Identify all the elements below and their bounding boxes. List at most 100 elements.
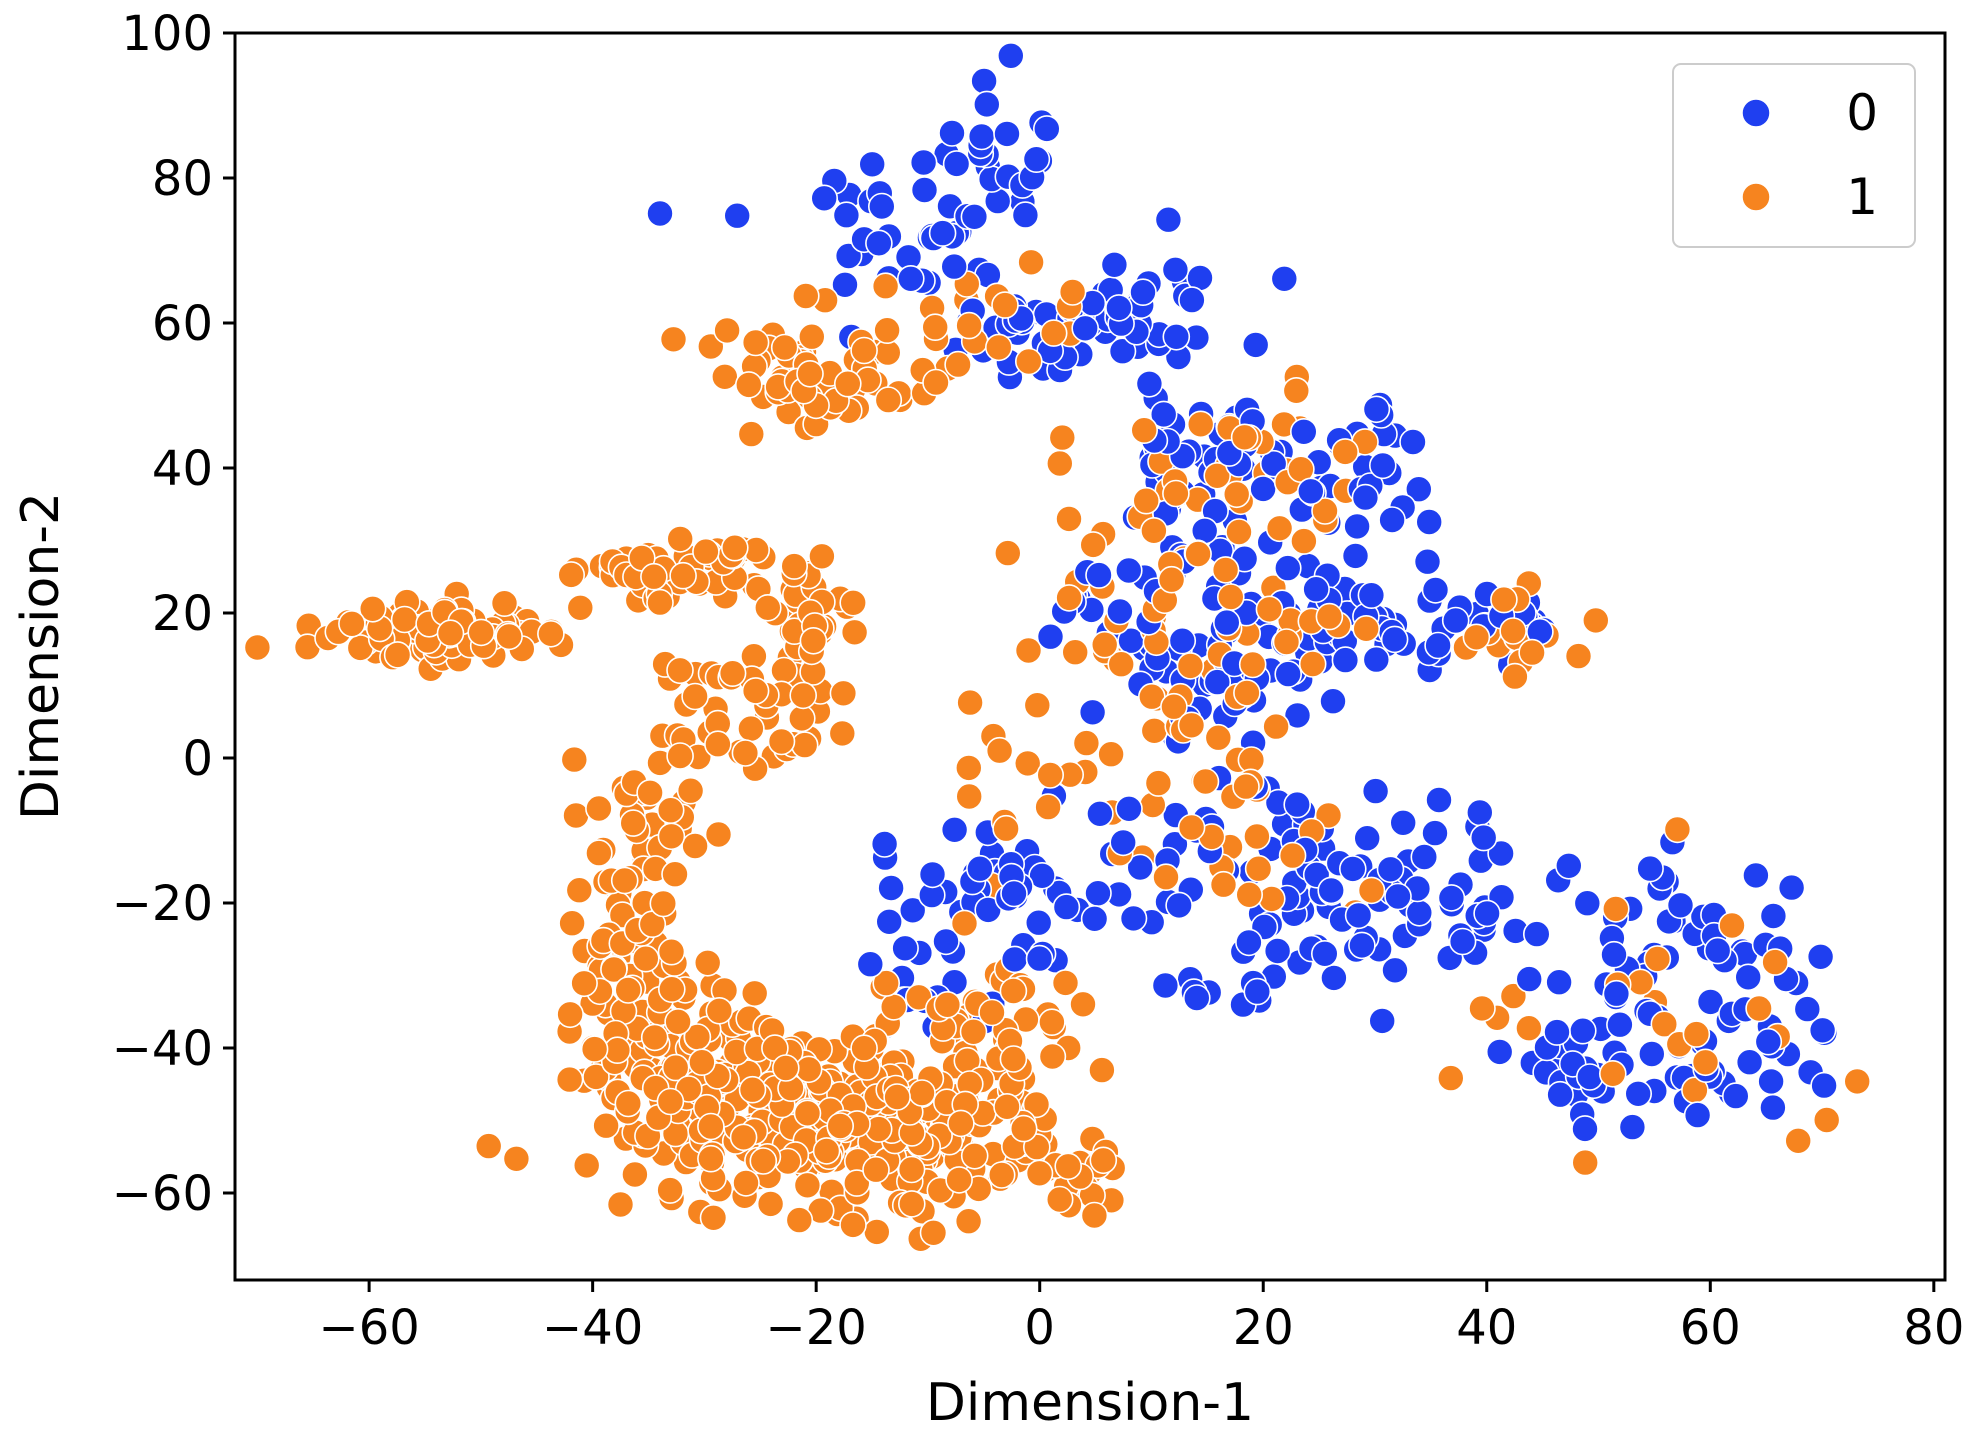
x-tick-label: 40: [1456, 1300, 1517, 1356]
scatter-point-series-1: [1162, 479, 1190, 508]
scatter-point-series-0: [1331, 646, 1360, 674]
scatter-point-series-1: [731, 739, 760, 767]
scatter-point-series-1: [1022, 1090, 1051, 1119]
scatter-point-series-0: [918, 860, 947, 889]
scatter-point-series-1: [1311, 497, 1339, 525]
scatter-point-series-1: [1186, 410, 1215, 439]
scatter-point-series-1: [640, 1023, 669, 1052]
scatter-point-series-0: [1555, 851, 1583, 880]
scatter-point-series-1: [740, 642, 768, 671]
scatter-point-series-0: [960, 203, 989, 231]
scatter-point-series-1: [960, 1142, 989, 1170]
scatter-point-series-0: [877, 874, 905, 902]
scatter-point-series-0: [1274, 554, 1302, 582]
scatter-point-series-0: [865, 229, 893, 258]
scatter-point-series-0: [1421, 576, 1450, 604]
scatter-point-series-0: [1793, 995, 1822, 1023]
scatter-point-series-0: [1487, 839, 1515, 868]
scatter-point-series-0: [1808, 1016, 1837, 1045]
scatter-point-series-0: [1757, 1067, 1785, 1096]
scatter-point-series-0: [1283, 790, 1311, 819]
scatter-point-series-1: [1255, 595, 1284, 624]
scatter-point-series-1: [585, 794, 613, 823]
scatter-point-series-0: [898, 896, 927, 925]
scatter-point-series-0: [896, 264, 925, 293]
scatter-point-series-0: [1249, 475, 1277, 503]
legend-frame: [1672, 63, 1916, 248]
scatter-point-series-0: [1344, 901, 1373, 930]
scatter-point-series-0: [1353, 824, 1381, 853]
scatter-point-series-0: [1571, 1115, 1599, 1143]
scatter-point-series-1: [954, 1207, 983, 1235]
scatter-point-series-1: [1038, 1008, 1066, 1037]
scatter-point-series-0: [1161, 255, 1190, 284]
scatter-point-series-1: [984, 333, 1013, 362]
scatter-point-series-1: [1272, 628, 1301, 656]
scatter-point-series-1: [390, 605, 419, 634]
scatter-point-series-1: [1225, 518, 1253, 546]
scatter-point-series-1: [1048, 423, 1077, 452]
scatter-point-series-1: [1564, 642, 1593, 670]
scatter-point-series-1: [621, 1160, 649, 1189]
scatter-point-series-1: [793, 1099, 822, 1128]
scatter-point-series-0: [1085, 561, 1113, 589]
scatter-point-series-1: [600, 955, 628, 984]
scatter-point-series-1: [1177, 813, 1206, 842]
scatter-point-series-0: [942, 150, 971, 178]
scatter-point-series-1: [582, 1063, 610, 1091]
scatter-point-series-1: [1013, 749, 1042, 778]
scatter-point-series-1: [879, 993, 908, 1021]
scatter-point-series-1: [560, 745, 589, 774]
scatter-point-series-1: [812, 1137, 841, 1165]
scatter-point-series-1: [749, 1147, 778, 1175]
scatter-point-series-1: [710, 362, 739, 391]
scatter-point-series-1: [490, 589, 519, 618]
scatter-point-series-0: [1108, 337, 1137, 366]
scatter-point-series-0: [1466, 798, 1494, 827]
scatter-point-series-0: [1168, 626, 1197, 655]
scatter-point-series-0: [1441, 606, 1470, 635]
scatter-point-series-0: [1341, 542, 1370, 570]
scatter-point-series-0: [1071, 314, 1099, 343]
scatter-point-series-0: [1602, 979, 1631, 1008]
scatter-point-series-1: [991, 291, 1019, 319]
scatter-point-series-0: [1759, 1093, 1787, 1122]
scatter-point-series-1: [666, 742, 694, 770]
scatter-point-series-0: [810, 184, 839, 213]
scatter-point-series-1: [1203, 461, 1231, 490]
scatter-point-series-1: [862, 1155, 890, 1184]
scatter-point-series-1: [840, 618, 869, 647]
scatter-point-series-1: [1191, 767, 1220, 796]
scatter-point-series-1: [572, 1151, 601, 1180]
scatter-point-series-1: [993, 1093, 1021, 1121]
scatter-point-series-1: [829, 679, 858, 708]
scatter-point-series-1: [537, 619, 565, 648]
scatter-point-series-1: [945, 1166, 973, 1194]
scatter-point-series-0: [1485, 1038, 1514, 1066]
scatter-point-series-1: [1055, 584, 1083, 612]
scatter-point-series-0: [1126, 853, 1154, 882]
scatter-point-series-1: [1088, 1056, 1116, 1084]
scatter-point-series-0: [1734, 963, 1762, 992]
scatter-point-series-0: [875, 907, 904, 936]
scatter-point-series-1: [1501, 662, 1529, 691]
scatter-point-series-1: [985, 736, 1014, 765]
y-tick-label: 40: [152, 441, 213, 497]
scatter-point-series-1: [872, 969, 901, 997]
scatter-point-series-1: [987, 1161, 1016, 1189]
scatter-point-series-0: [1024, 908, 1053, 937]
scatter-point-series-1: [1761, 948, 1789, 976]
scatter-point-series-1: [1244, 854, 1273, 883]
scatter-point-series-1: [1036, 761, 1064, 789]
scatter-point-series-0: [1311, 939, 1339, 968]
scatter-point-series-0: [1154, 205, 1183, 234]
scatter-point-series-0: [940, 252, 969, 281]
scatter-point-series-1: [1352, 614, 1380, 643]
scatter-point-series-1: [1046, 449, 1074, 478]
scatter-point-series-1: [697, 1144, 725, 1173]
scatter-point-series-1: [1499, 982, 1528, 1010]
scatter-point-series-1: [699, 1204, 728, 1232]
y-tick-label: −60: [112, 1166, 213, 1222]
scatter-point-series-1: [862, 1218, 891, 1246]
scatter-point-series-1: [955, 782, 984, 811]
